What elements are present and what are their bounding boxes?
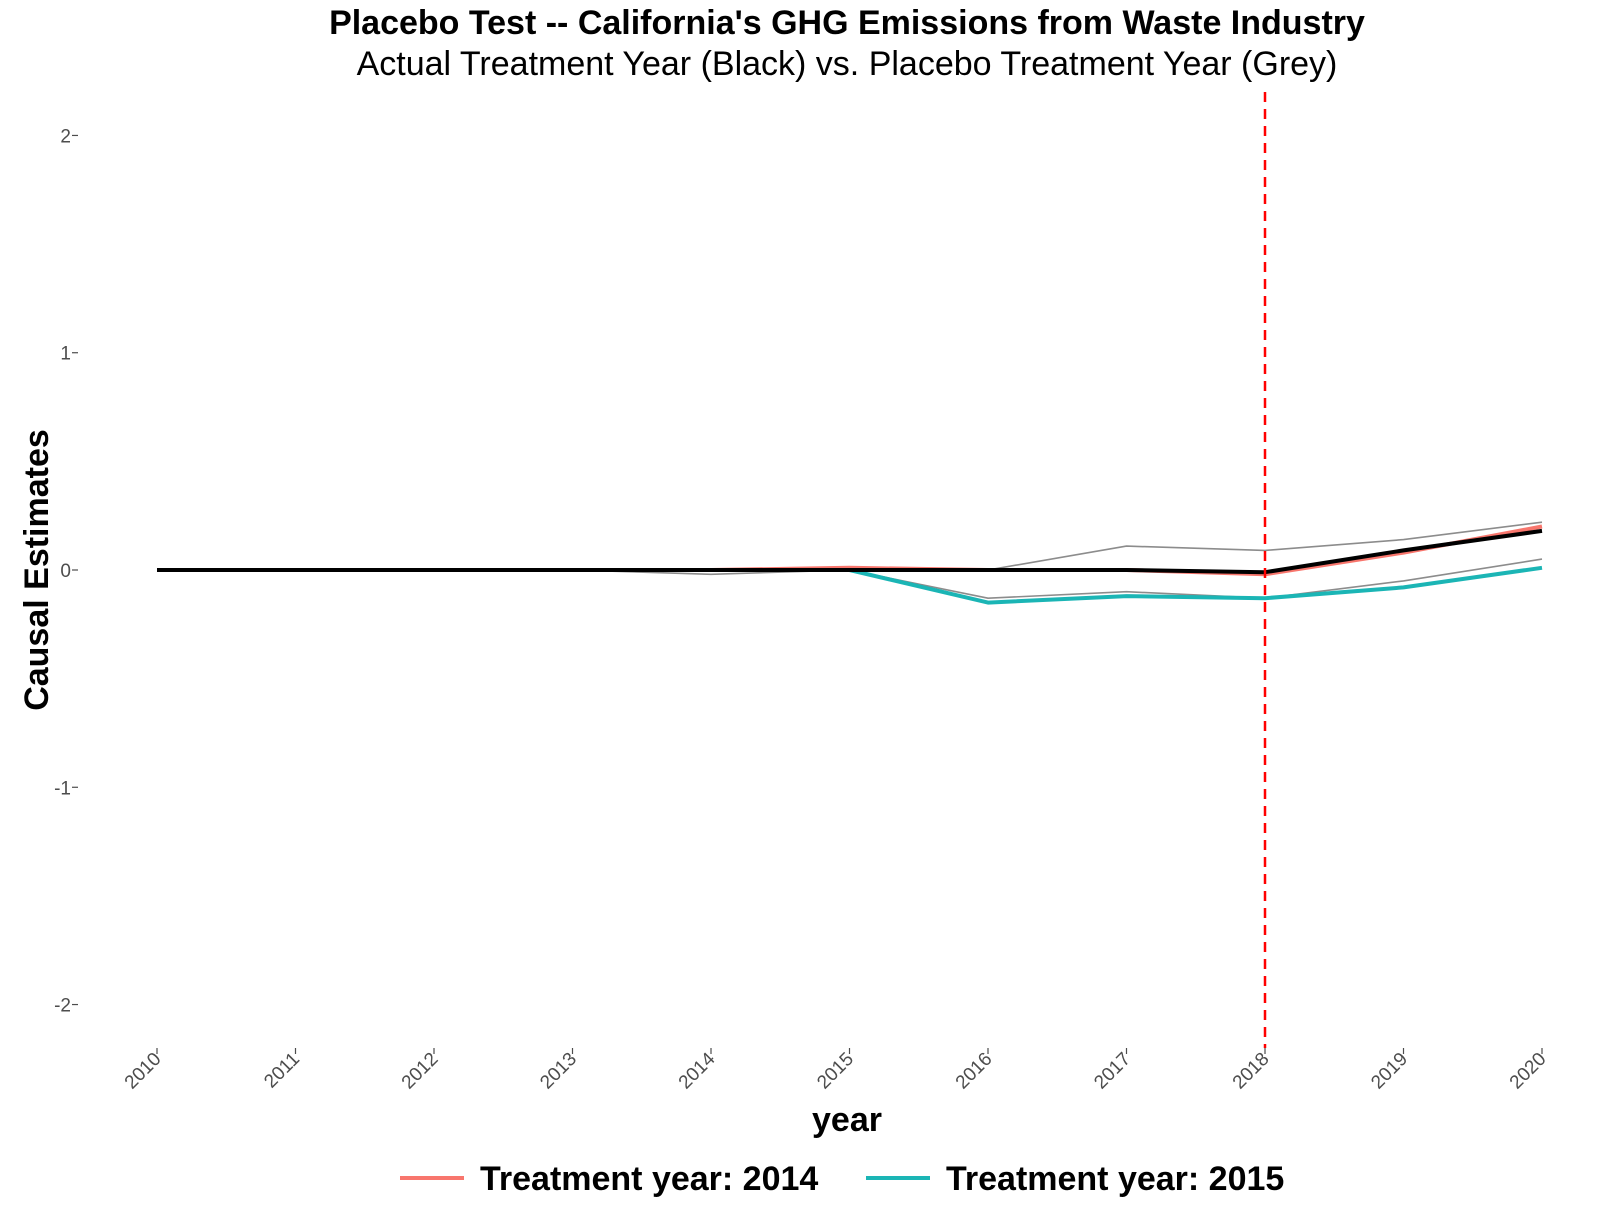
x-tick-label: 2012 [398,1049,443,1094]
x-tick-label: 2010 [121,1049,166,1094]
x-tick-label: 2016 [952,1049,997,1094]
chart-title: Placebo Test -- California's GHG Emissio… [329,4,1365,42]
x-tick-label: 2011 [260,1049,304,1093]
y-tick-label: 2 [60,126,71,147]
y-tick-label: -2 [54,996,71,1017]
series-line-3 [157,565,1543,605]
y-axis-title: Causal Estimates [18,429,56,711]
x-tick-label: 2018 [1229,1049,1274,1094]
x-tick-label: 2015 [813,1049,858,1094]
x-tick-label: 2020 [1506,1049,1551,1094]
x-tick-label: 2013 [536,1049,581,1094]
x-axis-title: year [812,1101,882,1139]
x-tick-label: 2019 [1367,1049,1412,1094]
x-axis: 2010 2011 2012 2013 2014 2015 2016 2017 2018 2019… [121,1048,1551,1093]
chart-subtitle: Actual Treatment Year (Black) vs. Placeb… [357,45,1338,83]
plot-area [157,521,1543,605]
legend-label: Treatment year: 2015 [946,1160,1284,1198]
y-tick-label: 0 [60,561,71,582]
actual-series-line [157,528,1543,575]
legend: Treatment year: 2014 Treatment year: 2015 [400,1160,1284,1198]
legend-label: Treatment year: 2014 [480,1160,818,1198]
x-tick-label: 2014 [675,1048,720,1093]
y-axis: -2 -1 0 1 2 [54,126,78,1017]
x-tick-label: 2017 [1090,1049,1135,1094]
series-line-2 [157,524,1543,577]
y-tick-label: 1 [60,344,71,365]
y-tick-label: -1 [54,778,71,799]
